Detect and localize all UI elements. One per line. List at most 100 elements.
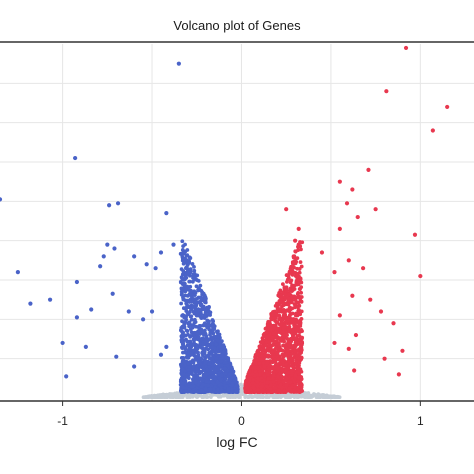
point-up xyxy=(273,365,278,370)
point-down xyxy=(179,292,184,297)
point-down xyxy=(197,380,202,385)
point-up xyxy=(269,316,274,321)
point-down xyxy=(179,378,183,383)
point-up xyxy=(285,288,290,293)
point-down xyxy=(200,306,204,311)
point-up xyxy=(278,338,283,343)
point-down xyxy=(197,324,202,328)
point-up xyxy=(281,290,285,295)
point-up xyxy=(299,348,304,352)
point-up xyxy=(400,348,405,353)
point-down xyxy=(185,269,190,274)
point-up xyxy=(292,254,297,259)
point-up xyxy=(254,361,259,366)
point-down xyxy=(219,373,224,378)
point-up xyxy=(282,333,286,338)
point-down xyxy=(183,276,188,281)
point-down xyxy=(186,355,191,360)
point-up xyxy=(274,319,279,324)
point-down xyxy=(221,344,226,349)
point-down xyxy=(217,363,222,368)
point-down xyxy=(205,318,210,323)
point-down xyxy=(189,384,194,389)
point-up xyxy=(288,380,293,385)
point-down xyxy=(210,335,214,340)
point-down xyxy=(199,298,203,303)
point-up xyxy=(355,214,360,220)
point-down xyxy=(183,333,188,338)
point-up xyxy=(275,312,279,317)
point-ns xyxy=(163,393,167,398)
point-up xyxy=(291,319,296,323)
point-down xyxy=(179,286,184,291)
point-down xyxy=(209,370,214,375)
point-down xyxy=(216,367,221,372)
point-down xyxy=(203,387,208,392)
point-up xyxy=(284,383,289,388)
chart-title: Volcano plot of Genes xyxy=(173,18,301,33)
point-down xyxy=(185,304,189,308)
up-regulated-points xyxy=(243,240,305,394)
point-down xyxy=(223,366,228,371)
point-down xyxy=(200,346,204,350)
point-up xyxy=(289,389,294,394)
point-up xyxy=(299,355,304,360)
point-up xyxy=(250,381,255,385)
x-axis-ticks: -1 0 1 xyxy=(57,401,424,428)
point-down xyxy=(226,389,231,393)
point-up xyxy=(297,376,301,380)
point-down xyxy=(191,304,196,309)
point-down xyxy=(201,332,206,337)
point-up xyxy=(361,266,366,271)
x-tick-label: -1 xyxy=(57,414,68,428)
point-up xyxy=(300,340,304,344)
point-down xyxy=(179,334,184,338)
point-down xyxy=(203,339,208,344)
point-up xyxy=(258,372,262,377)
point-ns xyxy=(240,389,245,394)
point-down xyxy=(212,346,217,350)
point-up xyxy=(286,296,291,301)
x-tick-label: 0 xyxy=(238,414,245,428)
point-up xyxy=(344,201,350,206)
point-up xyxy=(391,321,396,326)
x-axis-label: log FC xyxy=(216,434,257,450)
point-up xyxy=(247,369,252,374)
point-down xyxy=(183,293,188,298)
point-up xyxy=(291,328,295,333)
point-up xyxy=(245,386,250,391)
point-down xyxy=(178,279,183,284)
point-down xyxy=(193,299,198,304)
point-up xyxy=(277,344,282,349)
point-up xyxy=(245,376,250,381)
point-up xyxy=(299,290,304,295)
point-down xyxy=(197,360,202,365)
point-up xyxy=(412,232,418,237)
point-up xyxy=(288,312,293,317)
point-up xyxy=(286,354,291,359)
point-down xyxy=(149,309,155,314)
point-up xyxy=(332,340,337,346)
point-up xyxy=(337,226,342,231)
point-up xyxy=(346,346,351,351)
point-down xyxy=(229,389,234,394)
point-down xyxy=(184,265,189,270)
point-up xyxy=(257,361,262,366)
point-ns xyxy=(295,395,299,400)
point-down xyxy=(144,262,149,267)
point-up xyxy=(263,349,267,354)
point-up xyxy=(274,339,279,344)
point-up xyxy=(270,390,275,394)
point-down xyxy=(183,242,187,247)
point-down xyxy=(187,320,192,325)
point-down xyxy=(185,311,190,316)
point-up xyxy=(282,323,287,328)
point-down xyxy=(202,321,207,326)
point-down xyxy=(164,344,169,349)
point-down xyxy=(188,339,193,344)
point-up xyxy=(296,291,301,295)
point-down xyxy=(187,288,191,292)
point-up xyxy=(353,332,359,338)
point-up xyxy=(283,353,288,357)
point-up xyxy=(265,380,270,385)
